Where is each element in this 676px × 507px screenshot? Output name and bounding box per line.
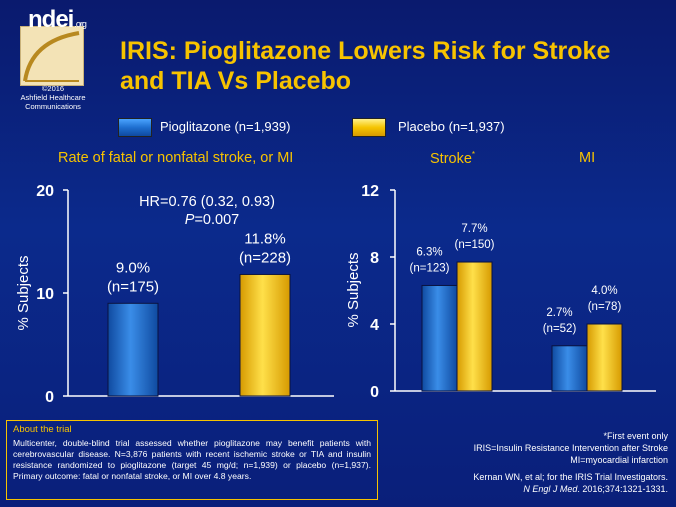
slide-title: IRIS: Pioglitazone Lowers Risk for Strok… xyxy=(120,37,611,95)
footnotes: *First event only IRIS=Insulin Resistanc… xyxy=(398,430,668,495)
about-heading: About the trial xyxy=(13,424,72,435)
chart-by-event: % Subjects 0 4 8 12 6.3% (n=123) 7.7% (n=150) 2… xyxy=(345,183,656,401)
chart2-data-label-pioglitazone-1: 2.7% xyxy=(546,307,572,319)
chart2-data-label-pioglitazone-0: 6.3% xyxy=(416,246,442,258)
chart2-data-n-placebo-1: (n=78) xyxy=(588,301,622,313)
legend: Pioglitazone (n=1,939) Placebo (n=1,937) xyxy=(0,118,676,138)
logo-emblem xyxy=(20,26,84,86)
chart1-data-n-pioglitazone: (n=175) xyxy=(107,278,159,295)
logo-arc-icon xyxy=(23,31,80,82)
chart2-data-label-placebo-1: 4.0% xyxy=(591,285,617,297)
footnote-mi: MI=myocardial infarction xyxy=(570,455,668,465)
about-trial-box: About the trial Multicenter, double-blin… xyxy=(6,420,378,500)
legend-label-placebo: Placebo (n=1,937) xyxy=(398,119,505,134)
chart2-bar-pioglitazone-0 xyxy=(421,284,458,392)
chart1-p-annotation: P=0.007 xyxy=(185,212,239,228)
reference: Kernan WN, et al; for the IRIS Trial Inv… xyxy=(473,472,668,494)
chart2-data-n-pioglitazone-0: (n=123) xyxy=(410,262,450,274)
chart2-data-n-pioglitazone-1: (n=52) xyxy=(543,323,577,335)
logo-wordmark: ndei.org xyxy=(28,6,87,33)
chart-overall: % Subjects 0 10 20 9.0% (n=175) 11.8% (n=228)… xyxy=(15,183,334,406)
footnote-first-event: *First event only xyxy=(603,431,668,441)
legend-label-pioglitazone: Pioglitazone (n=1,939) xyxy=(160,119,291,134)
chart1-title: Rate of fatal or nonfatal stroke, or MI xyxy=(58,150,294,166)
chart2-bar-placebo-1 xyxy=(586,323,623,392)
chart2-y-tick-label: 12 xyxy=(361,183,379,200)
chart2-y-tick-label: 8 xyxy=(370,250,379,267)
chart2-bar-placebo-0 xyxy=(456,261,493,392)
chart2-category-mi: MI xyxy=(579,150,596,166)
chart2-y-label: % Subjects xyxy=(345,252,362,327)
chart2-data-label-placebo-0: 7.7% xyxy=(461,223,487,235)
chart1-y-label: % Subjects xyxy=(15,255,32,330)
chart2-y-tick-label: 4 xyxy=(370,317,379,334)
chart1-bar-placebo xyxy=(239,273,291,397)
chart2-bar-pioglitazone-1 xyxy=(551,345,588,392)
chart1-data-label-placebo: 11.8% xyxy=(244,230,285,247)
legend-swatch-pioglitazone xyxy=(118,118,152,137)
chart1-y-tick-label: 10 xyxy=(36,286,54,303)
chart2-y-tick-label: 0 xyxy=(370,384,379,401)
chart2-data-n-placebo-0: (n=150) xyxy=(455,239,495,251)
ndei-logo: ndei.org xyxy=(6,4,98,104)
chart1-hr-annotation: HR=0.76 (0.32, 0.93) xyxy=(139,194,275,210)
chart1-y-tick-label: 0 xyxy=(45,389,54,406)
footnote-iris: IRIS=Insulin Resistance Intervention aft… xyxy=(473,443,668,453)
legend-swatch-placebo xyxy=(352,118,386,137)
chart1-data-n-placebo: (n=228) xyxy=(239,249,291,266)
about-body: Multicenter, double-blind trial assessed… xyxy=(13,438,371,481)
chart1-bar-pioglitazone xyxy=(107,302,159,397)
copyright-notice: ©2016 Ashfield Healthcare Communications xyxy=(20,84,86,111)
chart1-y-tick-label: 20 xyxy=(36,183,54,200)
chart2-category-stroke: Stroke* xyxy=(430,150,476,167)
chart1-data-label-pioglitazone: 9.0% xyxy=(116,259,150,276)
